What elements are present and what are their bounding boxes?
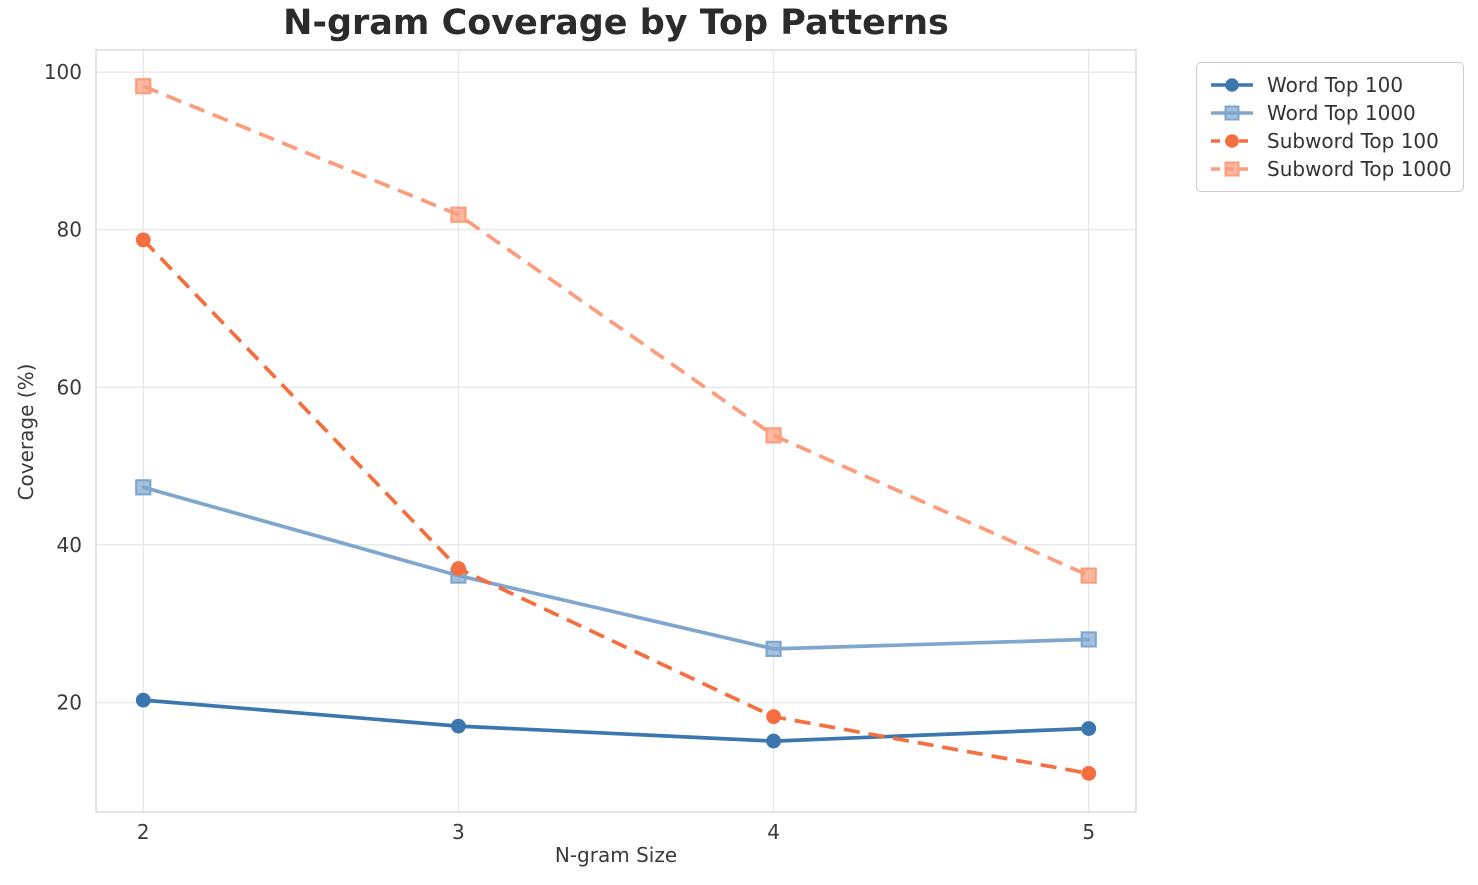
series-line-subword-top-100 bbox=[141, 238, 1090, 776]
legend-item-label: Word Top 100 bbox=[1267, 73, 1404, 97]
legend-line-sample-subword-top-1000 bbox=[1211, 161, 1253, 177]
data-point-word-top-100 bbox=[1081, 721, 1097, 736]
data-point-subword-top-1000 bbox=[1080, 567, 1097, 584]
legend-item-subword-top-100: Subword Top 100 bbox=[1209, 127, 1451, 155]
data-point-word-top-1000 bbox=[135, 479, 152, 496]
x-axis-label: N-gram Size bbox=[554, 843, 678, 867]
data-point-subword-top-1000 bbox=[765, 427, 782, 444]
y-tick-label: 100 bbox=[44, 60, 82, 84]
legend-marker-square bbox=[1224, 105, 1240, 121]
data-point-subword-top-1000 bbox=[135, 78, 152, 95]
series-line-word-top-1000 bbox=[141, 485, 1091, 651]
data-point-word-top-100 bbox=[451, 718, 466, 734]
legend-item-label: Word Top 1000 bbox=[1267, 101, 1416, 125]
legend-item-label: Subword Top 1000 bbox=[1267, 157, 1452, 181]
legend-item-word-top-100: Word Top 100 bbox=[1209, 71, 1451, 99]
legend-line-sample-subword-top-100 bbox=[1211, 134, 1253, 148]
y-axis-label: Coverage (%) bbox=[14, 363, 38, 501]
x-tick-label: 5 bbox=[1082, 820, 1095, 844]
legend-line-sample-word-top-1000 bbox=[1211, 105, 1253, 121]
chart-title: N-gram Coverage by Top Patterns bbox=[283, 3, 949, 43]
x-tick-label: 2 bbox=[137, 820, 150, 844]
data-point-subword-top-100 bbox=[1081, 765, 1097, 781]
legend-marker-square bbox=[1224, 161, 1240, 177]
series-line-subword-top-1000 bbox=[142, 84, 1090, 578]
data-point-word-top-1000 bbox=[765, 640, 782, 657]
data-point-word-top-1000 bbox=[1080, 631, 1097, 648]
x-tick-label: 3 bbox=[452, 820, 465, 844]
data-point-subword-top-1000 bbox=[450, 206, 467, 223]
legend-item-label: Subword Top 100 bbox=[1267, 129, 1439, 153]
series-line-word-top-100 bbox=[141, 698, 1091, 743]
y-tick-label: 60 bbox=[57, 375, 82, 399]
legend-item-word-top-1000: Word Top 1000 bbox=[1209, 99, 1451, 127]
data-point-word-top-100 bbox=[766, 733, 781, 749]
legend-marker-circle bbox=[1225, 78, 1239, 92]
data-point-subword-top-100 bbox=[135, 232, 151, 248]
legend: Word Top 100 Word Top 1000 Subword Top 100… bbox=[1196, 62, 1464, 192]
x-tick-label: 4 bbox=[767, 820, 780, 844]
plot-border bbox=[95, 49, 1137, 813]
legend-line-sample-word-top-100 bbox=[1211, 78, 1253, 92]
legend-marker-circle bbox=[1225, 134, 1239, 148]
data-point-word-top-100 bbox=[135, 692, 151, 708]
y-tick-label: 40 bbox=[57, 533, 82, 557]
data-point-subword-top-100 bbox=[766, 709, 781, 725]
y-tick-label: 20 bbox=[57, 690, 82, 714]
legend-item-subword-top-1000: Subword Top 1000 bbox=[1209, 155, 1452, 183]
y-tick-label: 80 bbox=[57, 218, 82, 242]
data-point-subword-top-100 bbox=[451, 561, 466, 576]
